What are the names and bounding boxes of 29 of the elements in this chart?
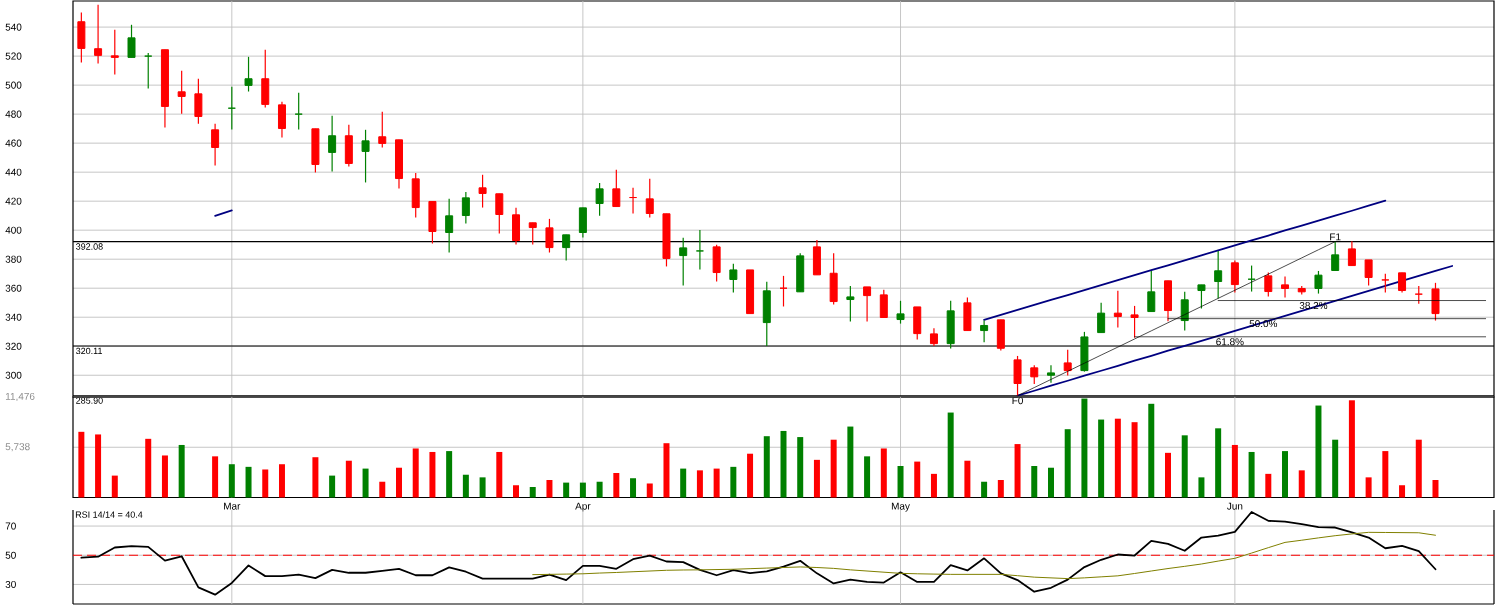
y-tick-label: 460 xyxy=(5,139,22,147)
y-tick-label: 340 xyxy=(5,313,22,321)
chart-title: RSI 14/14 = 40.4 xyxy=(75,511,143,518)
y-tick-label: 420 xyxy=(5,197,22,205)
x-tick-label: Apr xyxy=(575,502,591,512)
y-tick-label: 5,738 xyxy=(5,443,30,452)
x-tick-label: May xyxy=(891,502,910,512)
y-tick-label: 11,476 xyxy=(5,392,35,402)
x-tick-label: Jun xyxy=(1227,502,1243,510)
annotation: F0 xyxy=(1012,397,1023,405)
y-tick-label: 50 xyxy=(5,551,16,559)
y-tick-label: 70 xyxy=(5,522,16,530)
annotation: F1 xyxy=(1330,233,1341,241)
y-tick-label: 480 xyxy=(5,110,22,118)
y-tick-label: 360 xyxy=(5,284,22,292)
y-tick-label: 500 xyxy=(5,81,22,89)
y-tick-label: 540 xyxy=(5,23,22,31)
y-tick-label: 380 xyxy=(5,255,22,263)
y-tick-label: 400 xyxy=(5,226,22,234)
annotation: 61.8% xyxy=(1216,338,1244,346)
y-tick-label: 520 xyxy=(5,52,22,60)
y-tick-label: 320 xyxy=(5,342,22,350)
y-tick-label: 440 xyxy=(5,168,22,176)
ref-line-label: 320.11 xyxy=(76,347,103,355)
ref-line-label: 392.08 xyxy=(76,243,103,250)
y-tick-label: 30 xyxy=(5,580,16,588)
ref-line-label: 285.90 xyxy=(76,397,103,404)
x-tick-label: Mar xyxy=(224,502,241,510)
y-tick-label: 300 xyxy=(5,371,22,379)
